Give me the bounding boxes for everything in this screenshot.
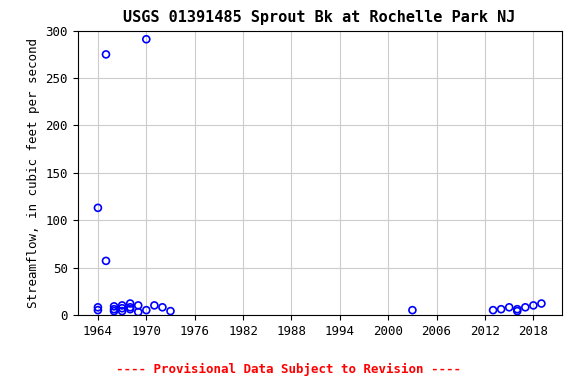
Point [513,308,522,314]
Point [158,304,167,310]
Point [166,308,175,314]
Point [93,307,103,313]
Point [142,36,151,42]
Point [537,300,546,306]
Y-axis label: Streamflow, in cubic feet per second: Streamflow, in cubic feet per second [27,38,40,308]
Point [513,306,522,312]
Point [93,205,103,211]
Point [93,304,103,310]
Point [109,306,119,312]
Point [101,258,111,264]
Point [134,309,143,315]
Text: ---- Provisional Data Subject to Revision ----: ---- Provisional Data Subject to Revisio… [116,363,460,376]
Point [101,51,111,58]
Title: USGS 01391485 Sprout Bk at Rochelle Park NJ: USGS 01391485 Sprout Bk at Rochelle Park… [123,10,516,25]
Point [109,303,119,310]
Point [521,304,530,310]
Point [488,307,498,313]
Point [497,306,506,312]
Point [150,302,159,308]
Point [118,308,127,314]
Point [529,302,538,308]
Point [505,304,514,310]
Point [142,307,151,313]
Point [126,304,135,310]
Point [109,308,119,314]
Point [126,300,135,306]
Point [408,307,417,313]
Point [126,306,135,312]
Point [134,302,143,308]
Point [118,302,127,308]
Point [118,305,127,311]
